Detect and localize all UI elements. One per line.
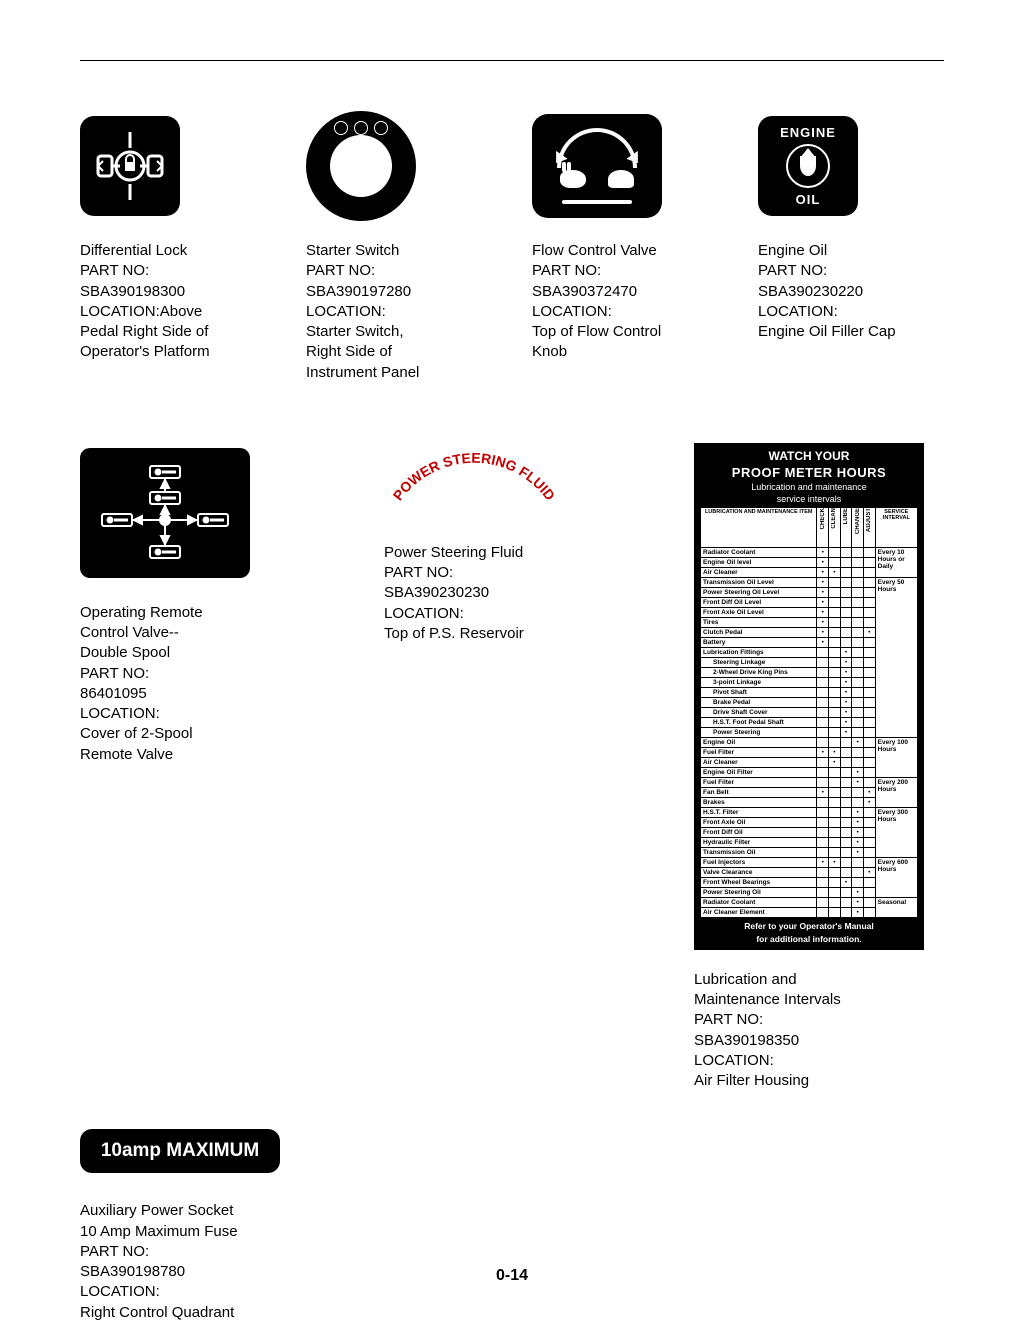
- loc-line: Top of Flow Control: [532, 322, 661, 342]
- loc-line: Right Side of: [306, 342, 419, 362]
- engine-oil-title: Engine Oil: [758, 241, 896, 261]
- loc-line: Top of P.S. Reservoir: [384, 624, 524, 644]
- ps-title: Power Steering Fluid: [384, 543, 524, 563]
- loc-line: Starter Switch,: [306, 322, 419, 342]
- loc-label: LOCATION:: [532, 302, 661, 322]
- ps-arc-text: POWER STEERING FLUID: [390, 449, 559, 503]
- loc-line: Instrument Panel: [306, 363, 419, 383]
- loc-line: Cover of 2-Spool: [80, 724, 203, 744]
- col-item: LUBRICATION AND MAINTENANCE ITEM: [701, 507, 817, 547]
- part-no: SBA390372470: [532, 282, 661, 302]
- loc-label: LOCATION:: [80, 704, 203, 724]
- remote-icon: [80, 443, 250, 583]
- loc-label: LOCATION:: [384, 604, 524, 624]
- loc-line: Engine Oil Filler Cap: [758, 322, 896, 342]
- amp-title: Auxiliary Power Socket: [80, 1201, 238, 1221]
- loc-label: LOCATION:: [758, 302, 896, 322]
- maint-ftr1: Refer to your Operator's Manual: [700, 921, 918, 931]
- part-no: SBA390230230: [384, 583, 524, 603]
- part-no: SBA390197280: [306, 282, 419, 302]
- item-flow: Flow Control Valve PART NO: SBA390372470…: [532, 111, 718, 363]
- part-label: PART NO:: [758, 261, 896, 281]
- item-starter: Starter Switch PART NO: SBA390197280 LOC…: [306, 111, 492, 383]
- part-label: PART NO:: [694, 1010, 841, 1030]
- maint-desc-title: Lubrication and: [694, 970, 841, 990]
- loc-line: Right Control Quadrant: [80, 1303, 238, 1323]
- amp-decal: 10amp MAXIMUM: [80, 1129, 280, 1173]
- item-engine-oil: ENGINE OIL Engine Oil PART NO: SBA390230…: [758, 111, 944, 342]
- item-maint: WATCH YOUR PROOF METER HOURS Lubrication…: [694, 443, 944, 1092]
- part-no: SBA390198300: [80, 282, 210, 302]
- item-remote: Operating Remote Control Valve-- Double …: [80, 443, 294, 765]
- svg-text:POWER STEERING FLUID: POWER STEERING FLUID: [390, 449, 559, 503]
- flow-title: Flow Control Valve: [532, 241, 661, 261]
- col-adjust: ADJUST: [866, 508, 872, 532]
- col-change: CHANGE: [855, 508, 861, 534]
- col-clean: CLEAN: [831, 508, 837, 529]
- starter-title: Starter Switch: [306, 241, 419, 261]
- loc-line: Remote Valve: [80, 745, 203, 765]
- remote-title2: Control Valve--: [80, 623, 203, 643]
- loc-label: LOCATION:Above: [80, 302, 210, 322]
- part-no: SBA390230220: [758, 282, 896, 302]
- ps-icon: POWER STEERING FLUID: [384, 443, 564, 523]
- item-diff-lock: Differential Lock PART NO: SBA390198300 …: [80, 111, 266, 363]
- loc-label: LOCATION:: [306, 302, 419, 322]
- starter-icon: [306, 111, 416, 221]
- part-label: PART NO:: [306, 261, 419, 281]
- row-1: Differential Lock PART NO: SBA390198300 …: [80, 111, 944, 383]
- part-no: 86401095: [80, 684, 203, 704]
- loc-label: LOCATION:: [694, 1051, 841, 1071]
- col-check: CHECK: [820, 508, 826, 529]
- remote-title: Operating Remote: [80, 603, 203, 623]
- maint-h1: WATCH YOUR: [700, 449, 918, 463]
- maint-h3b: service intervals: [700, 494, 918, 504]
- col-lube: LUBE: [843, 508, 849, 524]
- part-label: PART NO:: [384, 563, 524, 583]
- loc-line: Knob: [532, 342, 661, 362]
- part-no: SBA390198350: [694, 1031, 841, 1051]
- maint-table: LUBRICATION AND MAINTENANCE ITEM CHECK C…: [700, 507, 918, 918]
- loc-line: Pedal Right Side of: [80, 322, 210, 342]
- maint-h2: PROOF METER HOURS: [700, 465, 918, 480]
- engine-oil-icon: ENGINE OIL: [758, 111, 858, 221]
- part-label: PART NO:: [532, 261, 661, 281]
- row-2: Operating Remote Control Valve-- Double …: [80, 443, 944, 1092]
- part-label: PART NO:: [80, 664, 203, 684]
- loc-label: LOCATION:: [80, 1282, 238, 1302]
- divider: [80, 60, 944, 61]
- remote-title3: Double Spool: [80, 643, 203, 663]
- item-amp: 10amp MAXIMUM Auxiliary Power Socket 10 …: [80, 1121, 380, 1323]
- amp-title2: 10 Amp Maximum Fuse: [80, 1222, 238, 1242]
- maint-h3a: Lubrication and maintenance: [700, 482, 918, 492]
- diff-lock-icon: [80, 111, 180, 221]
- part-label: PART NO:: [80, 1242, 238, 1262]
- amp-icon: 10amp MAXIMUM: [80, 1121, 280, 1181]
- diff-lock-title: Differential Lock: [80, 241, 210, 261]
- row-3: 10amp MAXIMUM Auxiliary Power Socket 10 …: [80, 1121, 944, 1323]
- part-no: SBA390198780: [80, 1262, 238, 1282]
- maint-ftr2: for additional information.: [700, 934, 918, 944]
- page-number: 0-14: [496, 1267, 528, 1285]
- col-interval: SERVICE INTERVAL: [875, 507, 917, 547]
- loc-line: Air Filter Housing: [694, 1071, 841, 1091]
- part-label: PART NO:: [80, 261, 210, 281]
- loc-line: Operator's Platform: [80, 342, 210, 362]
- maint-desc-title2: Maintenance Intervals: [694, 990, 841, 1010]
- oil-label: OIL: [796, 192, 821, 207]
- maint-decal: WATCH YOUR PROOF METER HOURS Lubrication…: [694, 443, 924, 950]
- engine-label: ENGINE: [780, 125, 836, 140]
- flow-icon: [532, 111, 662, 221]
- item-ps: POWER STEERING FLUID Power Steering Flui…: [384, 443, 604, 644]
